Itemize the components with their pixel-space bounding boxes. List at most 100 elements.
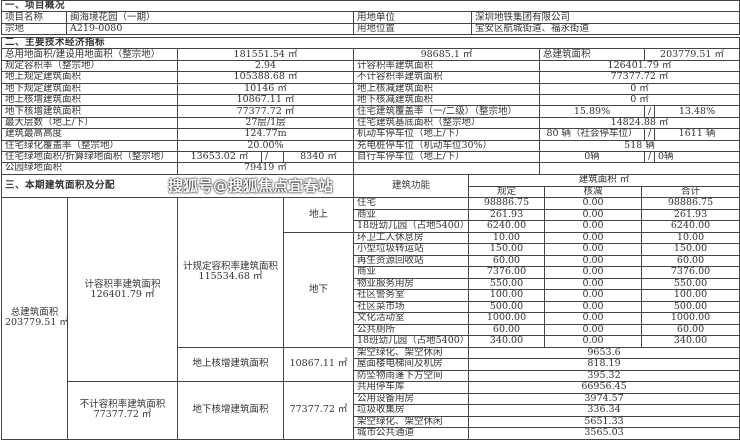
function-name: 公共厕所 — [353, 323, 470, 336]
indicator-value: 2.94 — [177, 59, 354, 73]
project-name: 闽海境花园（一期） — [66, 11, 354, 24]
function-name: 屋面楼电梯间及机房 — [353, 358, 470, 371]
indicator-value-a: 0辆 — [539, 150, 645, 164]
regulated-value: 98886.75 — [468, 197, 546, 210]
total-value: 1000.00 — [641, 312, 740, 325]
table-row: 架空绿化、架空休闲 5651.33 — [2, 415, 740, 428]
non-far-area-value: 77377.72 ㎡ — [93, 409, 152, 421]
reduced-value: 0.00 — [544, 289, 643, 302]
watermark: 搜狐号@搜狐焦点宜春站 — [168, 177, 334, 195]
total-area-label: 总建筑面积 — [10, 307, 59, 319]
indicator-value-b: 1611 辆 — [653, 128, 740, 141]
reduced-value: 0.00 — [544, 300, 643, 313]
indicator-value: 126401.79 ㎡ — [538, 59, 740, 73]
total-value: 550.00 — [641, 277, 740, 290]
area-distribution-table: 三、本期建筑面积及分配 建筑功能 建筑面积 ㎡ 规定 核减 合计 总建筑面积 203779… — [0, 174, 740, 440]
total-value: 98886.75 — [641, 197, 740, 210]
indicator-value-a: 80 辆（社会停车位） — [539, 128, 645, 141]
indicator-label: 规定容积率（整宗地） — [1, 59, 178, 73]
indicator-label: 建筑最高高度 — [1, 128, 178, 141]
reduced-value: 0.00 — [544, 208, 643, 221]
non-far-area: 不计容积率建筑面积 77377.72 ㎡ — [67, 381, 178, 440]
indicator-label: 总建筑面积 — [539, 48, 645, 61]
economic-indicators-table: 二、主要技术经济指标 总用地面积/建设用地面积（整宗地） 181551.54 ㎡ 98… — [0, 36, 740, 175]
indicator-value: 0 ㎡ — [538, 93, 740, 107]
indicator-row: 公园绿地面积 79419 ㎡ — [1, 162, 740, 175]
indicator-value: 124.77m — [177, 128, 354, 141]
indicator-value-a: 15.89% — [539, 105, 645, 118]
indicator-value-b: 13.48% — [653, 105, 740, 118]
area-value: 3974.57 — [468, 392, 740, 405]
indicator-value-a: 13653.02 ㎡ — [177, 150, 262, 164]
reduced-value: 0.00 — [544, 220, 643, 233]
below-added-label: 地下核增建筑面积 — [177, 381, 284, 440]
far-area: 计容积率建筑面积 126401.79 ㎡ — [67, 197, 178, 382]
total-value: 261.93 — [641, 208, 740, 221]
reduced-value: 0.00 — [544, 335, 643, 348]
function-name: 小型垃圾转运站 — [353, 243, 470, 256]
indicator-value: 0 ㎡ — [538, 82, 740, 95]
project-name-label: 项目名称 — [1, 11, 67, 24]
regulated-far-area-value: 115534.68 ㎡ — [198, 271, 263, 283]
indicator-value: 77377.72 ㎡ — [538, 71, 740, 84]
total-value: 150.00 — [641, 243, 740, 256]
regulated-far-area-label: 计规定容积率建筑面积 — [182, 261, 278, 273]
reduced-value: 0.00 — [544, 323, 643, 336]
table-row: 地下 环卫工人休息房 10.00 0.00 10.00 — [2, 231, 740, 348]
total-value: 60.00 — [641, 254, 740, 267]
area-value: 336.34 — [468, 404, 740, 417]
table-row: 公用设备用房 3974.57 — [2, 392, 740, 405]
slash: / — [261, 150, 284, 164]
regulated-value: 60.00 — [468, 254, 546, 267]
total-value: 100.00 — [641, 289, 740, 302]
col-regulated: 规定 — [468, 185, 546, 198]
above-ground-label: 地上 — [282, 197, 355, 233]
location: 宝安区航城街道、福永街道 — [470, 22, 740, 36]
indicator-value: 518 辆 — [538, 139, 740, 152]
indicator-value: 203779.51 ㎡ — [643, 48, 740, 61]
project-overview-table: 一、项目概况 项目名称 闽海境花园（一期） 用地单位 深圳地铁集团有限公司 宗地 A21… — [0, 0, 740, 36]
non-far-area-label: 不计容积率建筑面积 — [79, 399, 166, 411]
indicator-row: 规定容积率（整宗地） 2.94 计容积率建筑面积 126401.79 ㎡ — [1, 59, 740, 73]
function-name: 住宅 — [353, 197, 470, 210]
function-name: 社区菜市场 — [353, 300, 470, 313]
function-name: 社区警务室 — [353, 289, 470, 302]
function-name: 18班幼儿园（占地5400） — [353, 220, 470, 233]
table-row: 社区菜市场 500.00 0.00 500.00 — [2, 300, 740, 313]
area-value: 3565.03 — [468, 427, 740, 440]
function-name: 物业服务用房 — [353, 277, 470, 290]
above-added-label: 地上核增建筑面积 — [177, 346, 284, 382]
far-area-value: 126401.79 ㎡ — [90, 288, 155, 300]
total-value: 10.00 — [641, 231, 740, 244]
table-row: 城市公共通道 3565.03 — [2, 427, 740, 440]
indicator-label: 地上规定建筑面积 — [1, 71, 178, 84]
total-value: 7376.00 — [641, 266, 740, 279]
reduced-value: 0.00 — [544, 266, 643, 279]
indicator-label: 住宅绿化覆盖率（整宗地） — [1, 139, 178, 152]
section-3-title: 三、本期建筑面积及分配 — [0, 174, 355, 198]
reduced-value: 0.00 — [544, 277, 643, 290]
function-name: 共用停车库 — [353, 381, 470, 394]
table-row: 物业服务用房 550.00 0.00 550.00 — [2, 277, 740, 290]
regulated-value: 1000.00 — [468, 312, 546, 325]
function-name: 商业 — [353, 266, 470, 279]
table-row: 小型垃圾转运站 150.00 0.00 150.00 — [2, 243, 740, 256]
below-added-value: 77377.72 ㎡ — [282, 381, 355, 440]
area-value: 9653.6 — [468, 346, 740, 359]
below-ground-label: 地下 — [282, 231, 355, 348]
reduced-value: 0.00 — [544, 312, 643, 325]
area-header: 建筑面积 ㎡ — [468, 174, 740, 187]
section-1-title: 一、项目概况 — [0, 0, 740, 13]
slash: / — [644, 150, 655, 164]
indicator-label: 住宅建筑覆盖率（一/二级）（整宗地） — [353, 105, 540, 118]
indicator-value — [538, 162, 740, 175]
indicator-row: 住宅绿化覆盖率（整宗地） 20.00% 充电桩停车位（机动车位30%） 518 辆 — [1, 139, 740, 152]
indicator-value: 14824.88 ㎡ — [538, 116, 740, 130]
function-name: 环卫工人休息房 — [353, 231, 470, 244]
